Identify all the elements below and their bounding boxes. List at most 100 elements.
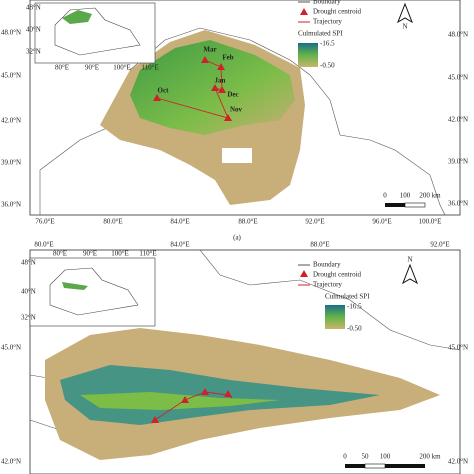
colorbar-label: -0.50 [320,62,335,70]
inset-lat-label: 32°N [26,48,41,56]
legend-text: Drought centroid [313,8,362,16]
lat-label: 42.0°N [448,116,468,124]
lon-label: 76.0°E [35,218,54,226]
scale-bar [385,464,425,468]
lat-label: 39.0°N [448,158,468,166]
legend-text: Boundary [313,0,341,6]
lat-label: 39.0°N [1,159,21,167]
lat-label: 42.0°N [1,117,21,125]
centroid [211,84,219,91]
scale-bar [404,202,426,208]
centroid [224,390,232,397]
legend-text: Culmulated SPI [325,293,370,301]
lon-label: 92.0°E [430,241,449,249]
scale-bar [345,464,365,468]
centroid [181,396,189,403]
inset-lat-label: 48°N [21,259,36,267]
lat-label: 36.0°N [1,201,21,209]
legend-text: Boundary [313,261,341,269]
north-arrow [397,2,413,24]
inset-boundary [49,267,139,316]
inset-frame [29,257,156,327]
lon-label: 80.0°E [34,241,53,249]
lat-label: 48.0°N [1,29,21,37]
region-spi [130,40,295,135]
lon-label: 84.0°E [170,241,189,249]
lon-label: 84.0°E [170,218,189,226]
month-label: Nov [230,106,243,114]
no-data [222,148,252,163]
inset-frame [34,2,156,64]
centroid [224,114,232,121]
colorbar [325,305,345,329]
north-arrow [402,263,418,285]
centroid [151,416,159,423]
lat-label: 45.0°N [1,344,21,352]
scale-label: 100 [380,453,391,461]
scale-bar [385,203,405,207]
legend-triangle [300,8,308,15]
month-label: Feb [222,54,233,62]
legend-text: Trajectory [313,18,342,26]
lat-label: 48.0°N [448,31,468,39]
inset-lon-label: 80°E [55,64,69,72]
month-label: Mar [203,46,216,54]
inset-boundary [54,7,141,56]
inset-lat-label: 40°N [26,26,41,34]
lon-label: 80.0°E [103,218,122,226]
colorbar-label: -16.5 [347,303,362,311]
scale-label: 200 km [419,192,441,200]
inset-lat-label: 40°N [21,288,36,296]
centroids-b [151,388,232,423]
lat-label: 45.0°N [1,72,21,80]
inset-lon-label: 90°E [85,64,99,72]
lon-label: 88.0°E [238,218,257,226]
inset-lon-label: 100°E [111,250,129,258]
scale-label: 0 [343,453,347,461]
legend-text: Trajectory [313,281,342,289]
inset-lon-label: 100°E [113,64,131,72]
lat-label: 42.0°N [1,458,21,466]
colorbar-label: -0.50 [347,325,362,333]
lat-label: 45.0°N [448,344,468,352]
panel-label: (a) [233,234,241,242]
inset-lon-label: 110°E [139,250,156,258]
inset-region [62,282,88,290]
lat-label: 42.0°N [448,458,468,466]
legend-text: Drought centroid [313,271,362,279]
inset-lat-label: 32°N [21,314,36,322]
colorbar [298,43,318,67]
centroid [201,56,209,63]
legend-triangle [300,270,308,277]
month-label: Dec [227,91,238,99]
inset-lon-label: 80°E [53,250,67,258]
centroid [217,63,225,70]
inset-lon-label: 90°E [83,250,97,258]
inset-lon-label: 110°E [141,64,158,72]
legend-text: Culmulated SPI [298,30,343,38]
trajectory [156,59,229,119]
region-spi [60,365,380,425]
scale-label: 50 [362,453,370,461]
centroid [201,388,209,395]
inset-region [62,10,92,24]
month-label: Oct [158,87,170,95]
month-label: Jan [215,77,226,85]
lon-label: 100.0°E [419,218,442,226]
scale-bar [364,463,386,469]
lat-label: 45.0°N [448,74,468,82]
north-label: N [402,23,407,31]
region-spi [80,392,280,410]
scale-label: 0 [383,192,387,200]
scale-label: 200 km [419,453,441,461]
north-label: N [407,256,412,264]
centroid [153,94,161,101]
colorbar-label: -16.5 [320,40,335,48]
lon-label: 96.0°E [372,218,391,226]
lon-label: 88.0°E [310,241,329,249]
lat-label: 36.0°N [448,200,468,208]
centroid [218,86,226,93]
lon-label: 92.0°E [305,218,324,226]
scale-label: 100 [400,192,411,200]
